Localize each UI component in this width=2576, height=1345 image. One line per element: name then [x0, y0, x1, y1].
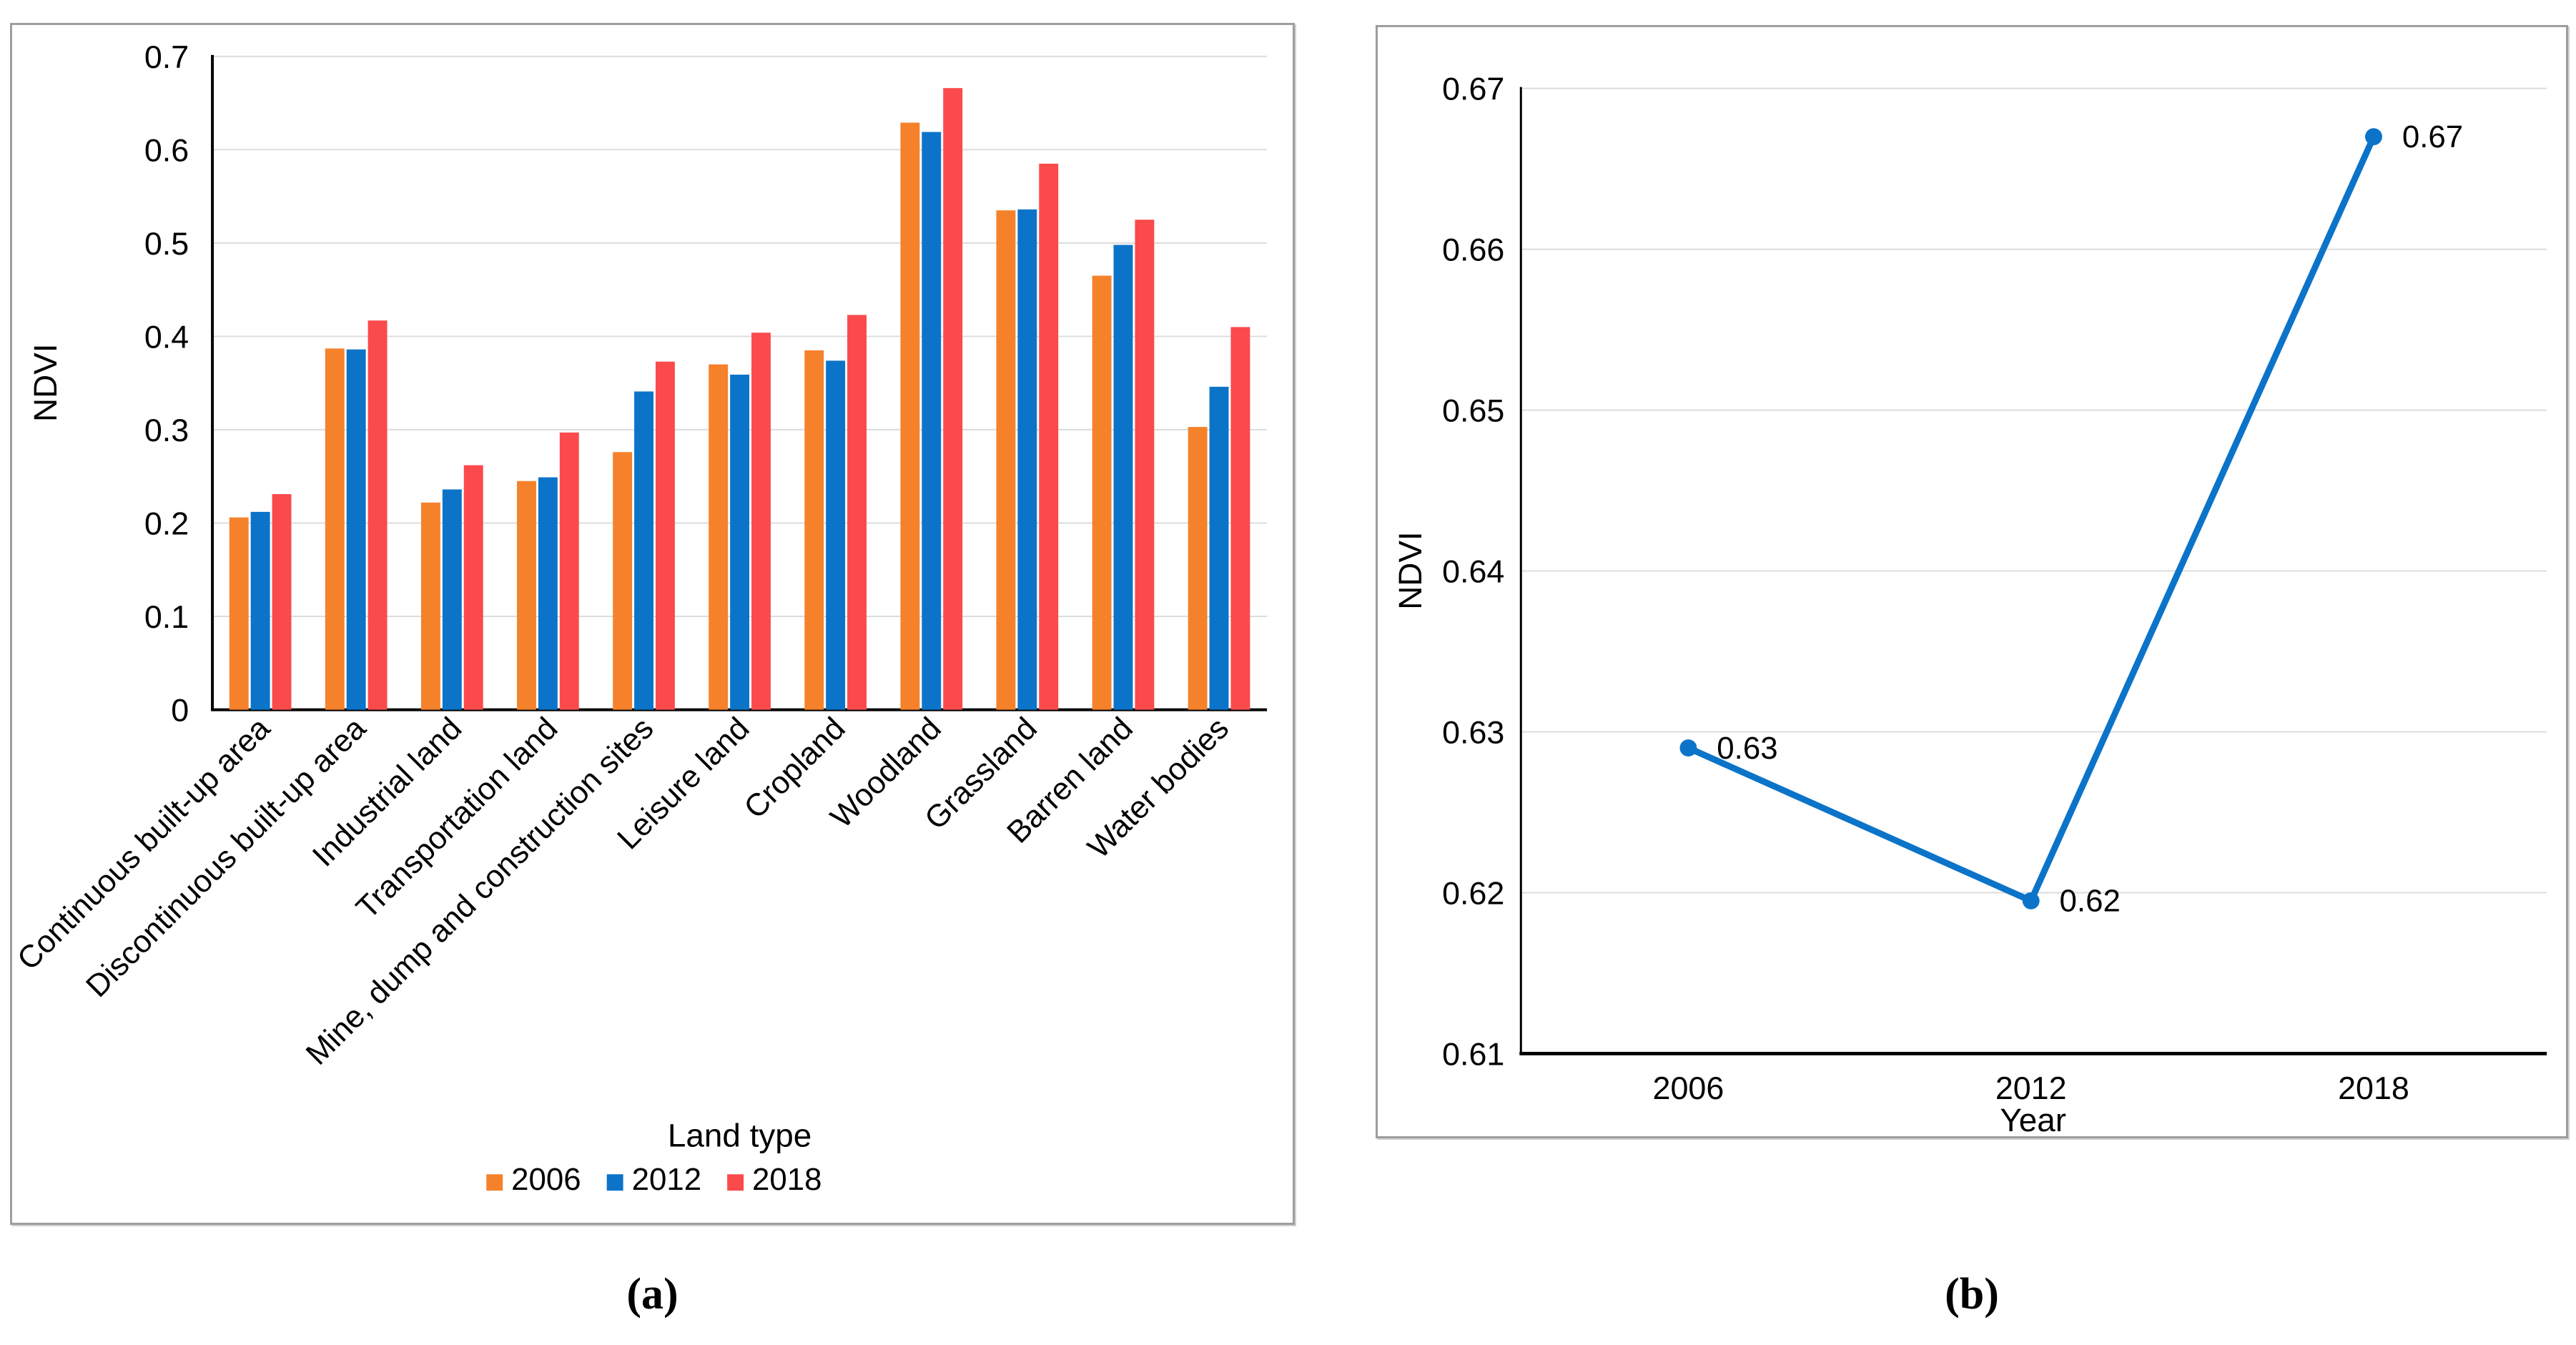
bar-2012-7 [826, 360, 846, 710]
y-tick-label: 0.66 [1442, 232, 1504, 268]
x-tick-label: 2006 [1653, 1070, 1724, 1106]
bar-2012-1 [250, 511, 270, 710]
bar-2012-10 [1113, 245, 1133, 710]
panel-b-line-chart: 0.61 0.62 0.63 0.64 0.65 0.66 0.67 2006 2012 2018… [1376, 25, 2568, 1138]
ndvi-by-year-line-chart: 0.61 0.62 0.63 0.64 0.65 0.66 0.67 2006 2012 2018… [1392, 71, 2547, 1136]
bar-2012-3 [442, 489, 462, 710]
caption-b: (b) [1945, 1270, 1999, 1319]
bar-2006-1 [229, 517, 249, 710]
data-point-2006 [1679, 739, 1697, 757]
legend-swatch-2006 [486, 1174, 503, 1191]
bar-2018-2 [367, 320, 388, 710]
bar-2018-9 [1039, 163, 1059, 710]
bar-2018-11 [1230, 327, 1250, 710]
bar-2012-11 [1209, 386, 1229, 710]
y-tick-label: 0.67 [1442, 71, 1504, 107]
bar-2006-2 [325, 348, 345, 710]
bar-2018-4 [559, 432, 579, 710]
bar-2006-5 [613, 452, 633, 710]
ndvi-line [1684, 133, 2377, 905]
bar-2018-7 [847, 315, 867, 710]
panel-a-bar-chart: 0 0.1 0.2 0.3 0.4 0.5 0.6 0.7 Continuous built-u… [10, 23, 1295, 1225]
legend-label-2006: 2006 [511, 1162, 581, 1197]
y-tick-label: 0.3 [144, 412, 189, 448]
bar-2018-10 [1135, 220, 1155, 710]
bar-2018-5 [655, 361, 675, 710]
y-axis-title: NDVI [27, 343, 64, 421]
bar-2012-8 [922, 132, 942, 710]
y-tick-label: 0.61 [1442, 1035, 1504, 1072]
x-axis-title: Land type [668, 1117, 811, 1153]
y-tick-label: 0.5 [144, 225, 189, 262]
bar-2018-1 [272, 494, 292, 710]
y-tick-label: 0.7 [144, 39, 189, 75]
bar-2012-5 [634, 391, 653, 710]
y-tick-label: 0.2 [144, 505, 189, 541]
legend-swatch-2012 [606, 1174, 623, 1191]
bar-2006-4 [517, 481, 536, 710]
bar-2012-4 [538, 477, 558, 710]
y-tick-label: 0.64 [1442, 553, 1504, 590]
data-point-label: 0.62 [2060, 884, 2121, 919]
y-tick-label: 0.62 [1442, 875, 1504, 911]
x-axis-title: Year [2000, 1102, 2066, 1136]
bar-2006-3 [420, 502, 440, 710]
legend-label-2018: 2018 [752, 1162, 822, 1197]
y-axis-title: NDVI [1392, 531, 1428, 609]
bar-2006-11 [1188, 427, 1208, 710]
bar-2018-3 [463, 465, 483, 710]
x-tick-label: 2018 [2338, 1070, 2409, 1106]
legend-label-2012: 2012 [632, 1162, 702, 1197]
bar-2006-8 [900, 122, 920, 710]
data-point-2012 [2022, 892, 2040, 910]
bar-2012-9 [1017, 209, 1037, 710]
y-tick-label: 0.6 [144, 132, 189, 168]
data-point-label: 0.63 [1717, 731, 1777, 766]
bar-2012-6 [730, 374, 750, 710]
bar-2006-6 [709, 364, 729, 710]
y-tick-label: 0.65 [1442, 393, 1504, 429]
data-point-label: 0.67 [2402, 119, 2463, 154]
data-point-2018 [2365, 128, 2382, 146]
bar-2018-8 [943, 88, 963, 710]
bar-2006-9 [996, 210, 1016, 710]
y-tick-label: 0.1 [144, 598, 189, 635]
bar-2006-7 [804, 350, 824, 710]
x-tick-label: 2012 [1995, 1070, 2067, 1106]
y-tick-label: 0.63 [1442, 714, 1504, 750]
x-category-label: Mine, dump and construction sites [300, 711, 661, 1072]
legend-swatch-2018 [727, 1174, 744, 1191]
caption-a: (a) [626, 1270, 678, 1319]
bar-2018-6 [751, 332, 771, 710]
y-tick-label: 0 [171, 692, 189, 729]
y-tick-label: 0.4 [144, 318, 189, 355]
bar-2012-2 [346, 349, 366, 710]
bar-2006-10 [1092, 275, 1112, 710]
